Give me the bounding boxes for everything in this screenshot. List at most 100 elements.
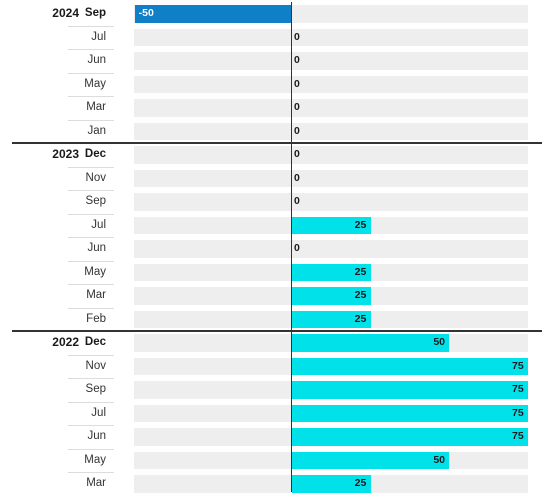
row-divider [68, 166, 114, 168]
row-divider [68, 401, 114, 403]
month-label: Jul [91, 218, 106, 231]
row-divider [68, 213, 114, 215]
bar-track [134, 52, 528, 70]
positive-bar [292, 404, 528, 422]
positive-bar [292, 334, 450, 352]
value-label: 0 [294, 148, 300, 160]
row-divider [68, 448, 114, 450]
row-divider [68, 25, 114, 27]
bar-track [134, 146, 528, 164]
value-label: 75 [512, 406, 524, 419]
month-label: Jun [87, 242, 106, 254]
value-label: 0 [294, 101, 300, 113]
row-divider [68, 284, 114, 285]
value-label: -50 [138, 7, 154, 19]
year-label: 2024 [52, 6, 79, 20]
row-divider [68, 425, 114, 426]
chart-row: Sep 0 [0, 190, 542, 214]
positive-bar [292, 451, 450, 469]
chart-row: Mar 0 [0, 96, 542, 120]
month-label: Mar [86, 289, 106, 301]
value-label: 75 [512, 430, 524, 442]
value-label: 25 [354, 312, 367, 325]
month-label: Dec [84, 336, 106, 348]
chart-row: Mar 25 [0, 472, 542, 496]
chart-row: May 0 [0, 73, 542, 97]
row-divider [68, 72, 114, 74]
year-label: 2023 [52, 147, 79, 161]
chart-row: 2024 Sep -50 [0, 2, 542, 26]
chart-row: Jan 0 [0, 120, 542, 144]
value-label: 0 [294, 77, 300, 90]
month-label: Jan [87, 124, 106, 137]
month-label: May [84, 77, 106, 90]
row-divider [68, 354, 114, 356]
row-divider [68, 260, 114, 262]
value-label: 75 [512, 359, 524, 372]
positive-bar [292, 216, 371, 234]
value-label: 75 [512, 383, 524, 395]
chart-row: Nov 75 [0, 355, 542, 379]
positive-bar [292, 263, 371, 281]
chart-row: Jul 25 [0, 214, 542, 238]
positive-bar [292, 357, 528, 375]
bar-track [134, 28, 528, 46]
chart-row: May 50 [0, 449, 542, 473]
month-label: Jun [87, 54, 106, 66]
row-divider [68, 472, 114, 473]
month-label: May [84, 453, 106, 466]
chart-row: Jul 75 [0, 402, 542, 426]
month-label: Nov [85, 359, 106, 372]
row-divider [68, 49, 114, 50]
value-label: 25 [354, 289, 367, 301]
positive-bar [292, 428, 528, 446]
chart-row: Sep 75 [0, 378, 542, 402]
row-divider [68, 119, 114, 121]
month-label: Nov [85, 171, 106, 184]
year-label: 2022 [52, 335, 79, 349]
row-divider [68, 96, 114, 97]
value-label: 50 [433, 336, 446, 348]
chart-row: Jul 0 [0, 26, 542, 50]
chart-row: May 25 [0, 261, 542, 285]
negative-bar [134, 5, 292, 23]
chart-row: Jun 0 [0, 237, 542, 261]
chart-row: Feb 25 [0, 308, 542, 332]
value-label: 25 [354, 265, 367, 278]
month-label: Sep [85, 383, 106, 395]
year-divider [12, 142, 542, 144]
value-label: 0 [294, 242, 300, 254]
chart-row: Jun 75 [0, 425, 542, 449]
row-divider [68, 190, 114, 191]
bar-track [134, 193, 528, 211]
positive-bar [292, 310, 371, 328]
month-label: Mar [86, 477, 106, 489]
chart-row: Nov 0 [0, 167, 542, 191]
value-label: 25 [354, 477, 367, 489]
bar-track [134, 99, 528, 117]
month-label: Jul [91, 406, 106, 419]
bar-track [134, 122, 528, 140]
month-label: Sep [84, 7, 106, 19]
month-label: Sep [85, 195, 106, 207]
chart-row: 2022 Dec 50 [0, 331, 542, 355]
month-label: Feb [86, 312, 106, 325]
zero-axis-line [291, 2, 293, 492]
bar-track [134, 75, 528, 93]
bar-track [134, 169, 528, 187]
month-label: Jul [91, 30, 106, 43]
month-label: Jun [87, 430, 106, 442]
month-label: Mar [86, 101, 106, 113]
value-label: 0 [294, 54, 300, 66]
chart-row: Mar 25 [0, 284, 542, 308]
row-divider [68, 378, 114, 379]
bar-track [134, 240, 528, 258]
positive-bar [292, 475, 371, 493]
chart-row: Jun 0 [0, 49, 542, 73]
value-label: 0 [294, 30, 300, 43]
year-divider [12, 330, 542, 332]
positive-bar [292, 381, 528, 399]
chart-row: 2023 Dec 0 [0, 143, 542, 167]
row-divider [68, 237, 114, 238]
